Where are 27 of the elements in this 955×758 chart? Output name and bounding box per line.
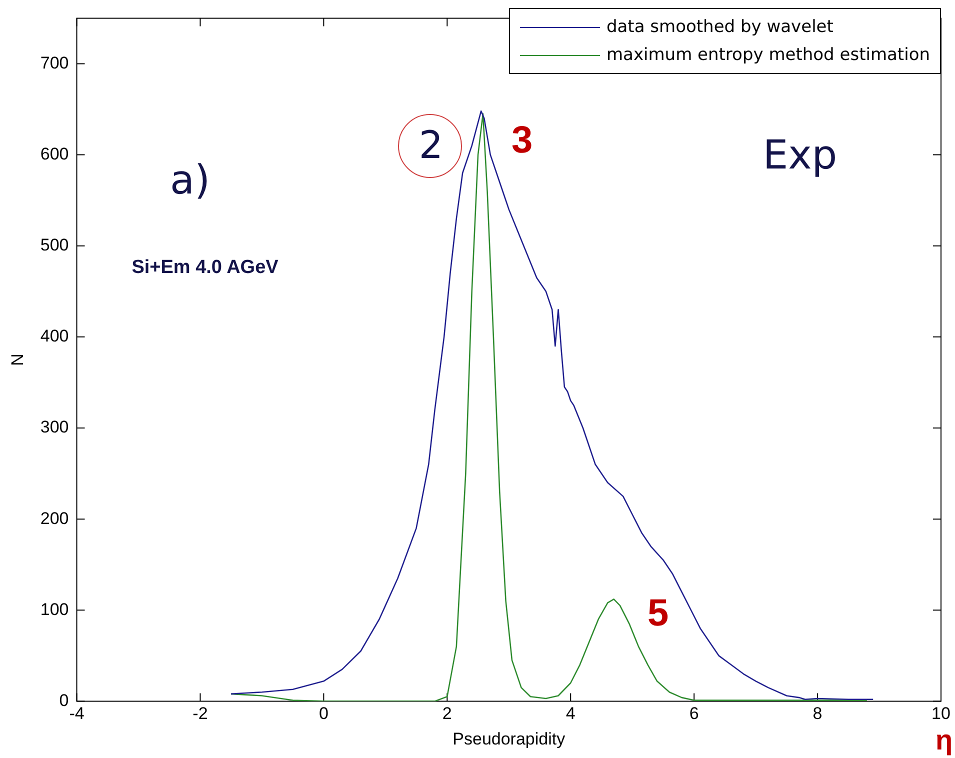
x-tick-label: -2	[192, 704, 208, 724]
x-tick-label: 2	[442, 704, 452, 724]
annotation: 5	[647, 592, 669, 634]
y-tick-label: 400	[40, 326, 69, 346]
y-tick-label: 0	[59, 690, 69, 710]
y-tick-label: 100	[40, 600, 69, 619]
x-tick-label: 0	[318, 704, 328, 724]
y-axis-title: N	[8, 354, 27, 366]
x-tick-label: 10	[932, 704, 950, 724]
y-tick-label: 300	[40, 418, 69, 437]
y-tick-label: 200	[40, 508, 69, 528]
y-tick-label: 600	[40, 144, 69, 164]
x-axis-title: Pseudorapidity	[452, 729, 566, 748]
x-tick-label: 6	[689, 704, 699, 724]
annotation: Exp	[762, 132, 838, 178]
annotation: 3	[511, 119, 533, 162]
x-tick-label: -4	[69, 704, 84, 724]
annotation: Si+Em 4.0 AGeV	[132, 257, 279, 278]
legend-label: maximum entropy method estimation	[606, 44, 930, 67]
annotation: 2	[418, 122, 444, 167]
text: η	[935, 724, 953, 756]
legend-label: data smoothed by wavelet	[606, 16, 834, 39]
annotation: a)	[170, 157, 210, 204]
y-tick-label: 700	[40, 53, 69, 72]
x-tick-label: 4	[566, 704, 576, 724]
y-tick-label: 500	[40, 236, 69, 255]
x-tick-label: 8	[812, 704, 822, 724]
